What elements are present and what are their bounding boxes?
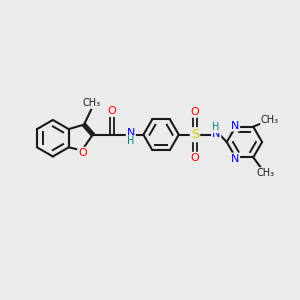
- Text: CH₃: CH₃: [82, 98, 101, 108]
- Text: O: O: [190, 153, 199, 163]
- Text: N: N: [231, 121, 239, 130]
- Text: CH₃: CH₃: [256, 168, 275, 178]
- Text: O: O: [78, 148, 87, 158]
- Text: O: O: [190, 107, 199, 117]
- Text: O: O: [108, 106, 116, 116]
- Text: N: N: [127, 128, 135, 138]
- Text: H: H: [212, 122, 220, 132]
- Text: N: N: [212, 128, 220, 139]
- Text: H: H: [127, 136, 134, 146]
- Text: CH₃: CH₃: [261, 115, 279, 125]
- Text: N: N: [231, 154, 239, 164]
- Text: S: S: [191, 128, 199, 141]
